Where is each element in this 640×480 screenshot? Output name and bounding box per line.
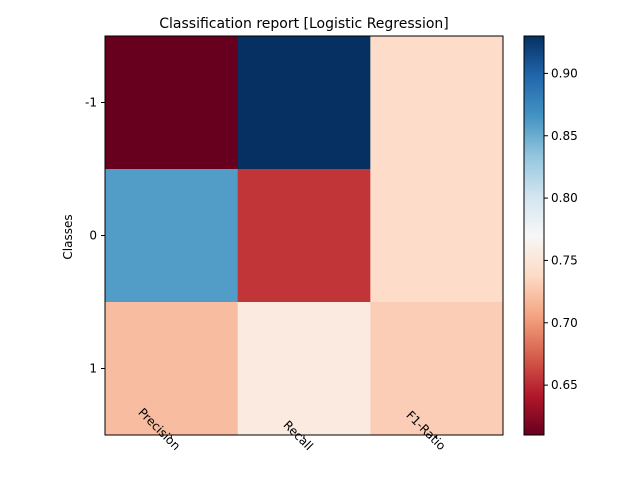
heatmap-cell — [370, 169, 504, 303]
colorbar-tick-label: 0.85 — [551, 129, 578, 143]
colorbar-tick-label: 0.70 — [551, 316, 578, 330]
chart-title: Classification report [Logistic Regressi… — [159, 16, 449, 32]
y-axis-label: Classes — [61, 214, 75, 259]
heatmap-cell — [105, 36, 239, 170]
colorbar-tick-label: 0.75 — [551, 253, 578, 267]
heatmap-cell — [105, 169, 239, 303]
y-tick-label: 0 — [89, 229, 97, 243]
heatmap-cell — [237, 302, 371, 436]
y-tick-label: -1 — [85, 96, 97, 110]
heatmap-cell — [237, 36, 371, 170]
y-axis: -1 0 1 — [85, 96, 105, 376]
colorbar-tick-label: 0.65 — [551, 378, 578, 392]
heatmap-cell — [370, 302, 504, 436]
colorbar-tick-label: 0.80 — [551, 191, 578, 205]
heatmap-cells — [105, 36, 504, 436]
colorbar-tick-label: 0.90 — [551, 66, 578, 80]
heatmap-cell — [105, 302, 239, 436]
colorbar — [523, 35, 545, 436]
colorbar-axis: 0.65 0.70 0.75 0.80 0.85 0.90 — [544, 66, 578, 392]
heatmap-cell — [370, 36, 504, 170]
heatmap-cell — [237, 169, 371, 303]
y-tick-label: 1 — [89, 362, 97, 376]
